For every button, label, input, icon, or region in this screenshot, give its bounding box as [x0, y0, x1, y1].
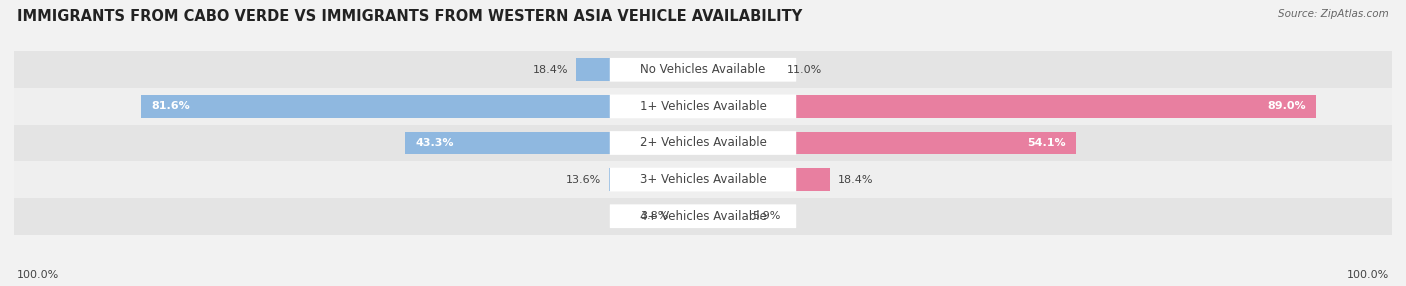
Bar — [703, 58, 779, 81]
Bar — [703, 95, 1316, 118]
Bar — [405, 132, 703, 154]
Bar — [14, 161, 1392, 198]
Text: 18.4%: 18.4% — [533, 65, 568, 75]
FancyBboxPatch shape — [610, 131, 796, 155]
Bar — [703, 168, 830, 191]
Text: 13.6%: 13.6% — [565, 175, 600, 184]
Text: 18.4%: 18.4% — [838, 175, 873, 184]
Text: 54.1%: 54.1% — [1026, 138, 1066, 148]
Text: 89.0%: 89.0% — [1267, 102, 1306, 111]
Text: 81.6%: 81.6% — [152, 102, 190, 111]
Bar — [14, 51, 1392, 88]
Bar — [14, 198, 1392, 235]
Bar — [676, 205, 703, 228]
FancyBboxPatch shape — [610, 204, 796, 228]
FancyBboxPatch shape — [610, 168, 796, 192]
Text: 43.3%: 43.3% — [415, 138, 454, 148]
Text: No Vehicles Available: No Vehicles Available — [640, 63, 766, 76]
Bar — [14, 88, 1392, 125]
Text: 5.9%: 5.9% — [752, 211, 780, 221]
Text: 1+ Vehicles Available: 1+ Vehicles Available — [640, 100, 766, 113]
FancyBboxPatch shape — [610, 94, 796, 118]
Text: Source: ZipAtlas.com: Source: ZipAtlas.com — [1278, 9, 1389, 19]
FancyBboxPatch shape — [610, 58, 796, 82]
Bar — [609, 168, 703, 191]
Text: 3.8%: 3.8% — [640, 211, 669, 221]
Bar — [14, 125, 1392, 161]
Text: 2+ Vehicles Available: 2+ Vehicles Available — [640, 136, 766, 150]
Text: 3+ Vehicles Available: 3+ Vehicles Available — [640, 173, 766, 186]
Bar — [703, 205, 744, 228]
Text: IMMIGRANTS FROM CABO VERDE VS IMMIGRANTS FROM WESTERN ASIA VEHICLE AVAILABILITY: IMMIGRANTS FROM CABO VERDE VS IMMIGRANTS… — [17, 9, 801, 23]
Text: 11.0%: 11.0% — [787, 65, 823, 75]
Bar — [703, 132, 1076, 154]
Text: 100.0%: 100.0% — [1347, 270, 1389, 280]
Text: 4+ Vehicles Available: 4+ Vehicles Available — [640, 210, 766, 223]
Bar — [141, 95, 703, 118]
Bar — [576, 58, 703, 81]
Text: 100.0%: 100.0% — [17, 270, 59, 280]
